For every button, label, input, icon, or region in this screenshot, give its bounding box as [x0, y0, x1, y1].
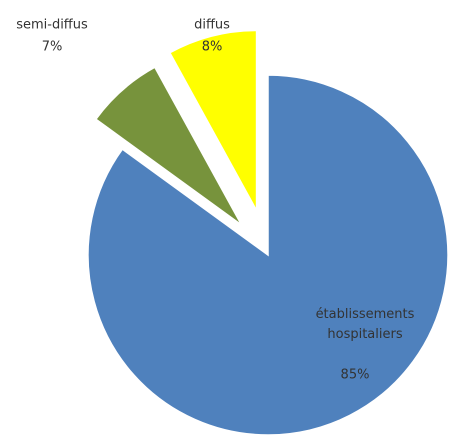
pie-slice [94, 66, 243, 226]
slice-label: semi-diffus [16, 18, 88, 33]
slice-label: établissements hospitaliers [315, 307, 415, 342]
pie-slice [168, 29, 258, 211]
pie-slice [87, 74, 449, 436]
value-label: 7% [42, 40, 63, 55]
value-label: 8% [202, 40, 223, 55]
slice-label-box: établissements hospitaliers [315, 307, 415, 342]
slice-label: diffus [194, 18, 230, 33]
value-label: 85% [341, 368, 370, 383]
